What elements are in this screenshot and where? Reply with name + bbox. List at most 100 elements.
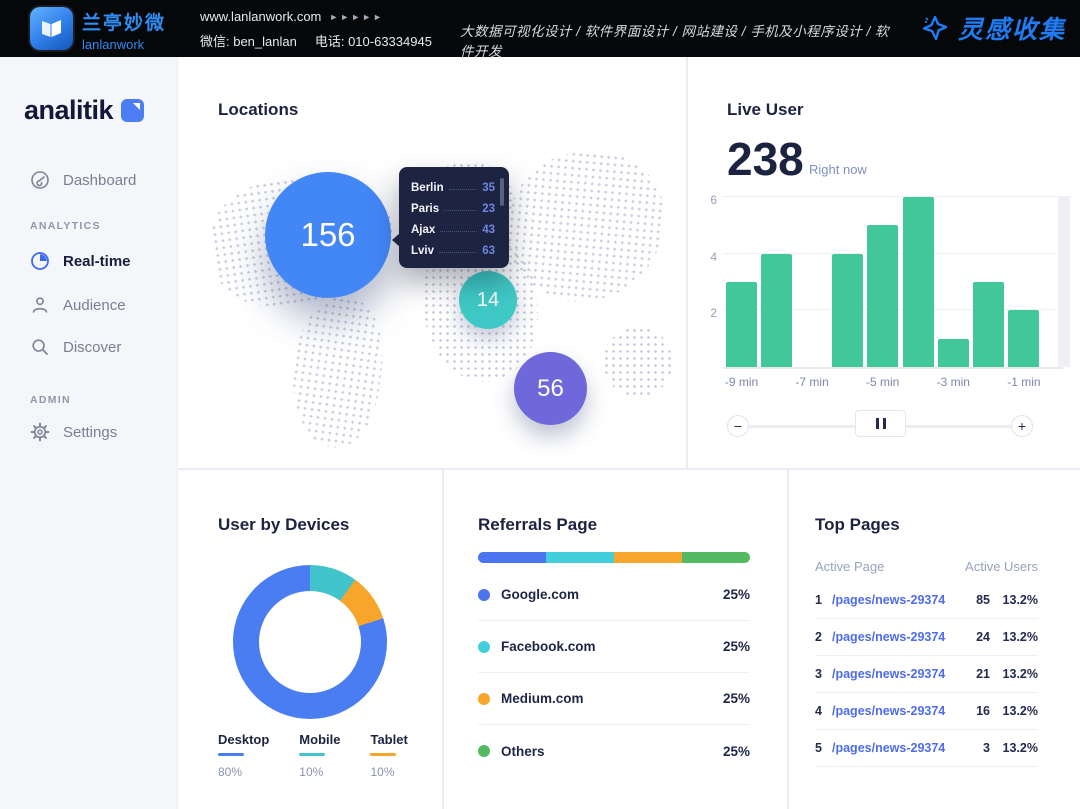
tooltip-city: Ajax (411, 223, 436, 236)
stacked-bar-segment (682, 552, 750, 563)
sidebar-item-dashboard[interactable]: Dashboard (30, 165, 136, 195)
live-user-plot (723, 196, 1073, 369)
x-axis-labels: -9 min -7 min -5 min -3 min -1 min (723, 375, 1063, 391)
tooltip-value: 43 (482, 223, 495, 236)
panel-title: Referrals Page (478, 515, 598, 534)
page-link[interactable]: /pages/news-29374 (832, 741, 946, 755)
sidebar-item-label: Real-time (63, 252, 131, 270)
divider (442, 470, 444, 809)
tooltip-scrollbar-thumb[interactable] (500, 178, 504, 206)
stacked-bar-segment (546, 552, 614, 563)
sidebar-item-label: Discover (63, 338, 122, 356)
person-icon (32, 297, 48, 313)
tooltip-value: 63 (482, 244, 495, 257)
bar (761, 253, 793, 367)
dotted-leader (448, 189, 478, 190)
referral-percent: 25% (722, 639, 750, 654)
zoom-out-button[interactable]: − (727, 415, 749, 437)
page-link[interactable]: /pages/news-29374 (832, 593, 946, 607)
top-pages-panel: Top Pages Active Page Active Users 1/pag… (788, 470, 1080, 809)
bubble-value: 56 (537, 374, 564, 402)
stacked-bar-segment (614, 552, 682, 563)
collect-label: 灵感收集 (957, 16, 1066, 44)
y-tick-label: 6 (710, 193, 717, 207)
wechat-text: 微信: ben_lanlan (200, 34, 297, 49)
tooltip-row: Berlin 35 (411, 177, 495, 198)
legend-percent: 10% (299, 765, 324, 779)
live-user-count: 238 (727, 133, 804, 185)
dotted-leader (439, 252, 478, 253)
referrals-panel: Referrals Page Google.com 25% Facebook.com… (443, 470, 788, 809)
gauge-icon (31, 171, 49, 189)
referral-row: Facebook.com 25% (478, 621, 750, 673)
tooltip-city: Berlin (411, 181, 444, 194)
pause-icon (875, 418, 879, 429)
gear-icon (30, 422, 50, 442)
panel-title: Live User (727, 100, 804, 119)
sidebar-item-label: Settings (63, 423, 118, 441)
sidebar: analitik Dashboard ANALYTICS Real-time A… (0, 57, 178, 809)
sidebar-item-discover[interactable]: Discover (30, 332, 121, 362)
active-users-value: 85 (976, 593, 990, 607)
row-rank: 1 (815, 593, 822, 607)
tooltip-rows: Berlin 35 Paris 23 Ajax 43 Lviv 63 (411, 177, 495, 261)
dotted-leader (440, 231, 478, 232)
row-rank: 3 (815, 667, 822, 681)
referrals-list: Google.com 25% Facebook.com 25% Medium.com 25… (478, 569, 750, 777)
page-link[interactable]: /pages/news-29374 (832, 704, 946, 718)
map-bubble-medium[interactable]: 14 (459, 271, 517, 329)
legend-label: Mobile (299, 732, 341, 747)
bar (726, 282, 757, 367)
referral-percent: 25% (722, 587, 750, 602)
main-content: Locations 156 14 56 Berlin 35 Paris 23 Ajax 4… (178, 57, 1080, 809)
legend-color-bar (299, 753, 326, 756)
x-tick-label: -1 min (1007, 375, 1041, 389)
section-label-analytics: ANALYTICS (30, 220, 101, 232)
locations-panel: Locations 156 14 56 Berlin 35 Paris 23 Ajax 4… (178, 57, 687, 468)
sidebar-item-audience[interactable]: Audience (30, 290, 126, 320)
active-users-value: 16 (976, 704, 990, 718)
page-link[interactable]: /pages/news-29374 (832, 630, 946, 644)
top-banner: 兰亭妙微 lanlanwork www.lanlanwork.com ►►►►►… (0, 0, 1080, 59)
referral-row: Medium.com 25% (478, 673, 750, 725)
book-logo-icon (30, 7, 73, 50)
table-header: Active Page Active Users (815, 559, 1038, 574)
pause-button[interactable] (855, 410, 906, 437)
brand-text: 兰亭妙微 lanlanwork (82, 8, 166, 52)
app-logo-text: analitik (24, 95, 114, 125)
map-bubble-small[interactable]: 56 (514, 352, 587, 425)
x-tick-label: -3 min (936, 375, 970, 389)
dotted-leader (444, 210, 478, 211)
pause-icon (882, 418, 886, 429)
live-user-caption: Right now (809, 162, 867, 177)
legend-color-bar (218, 753, 244, 756)
bar (973, 282, 1005, 367)
panel-title: User by Devices (218, 515, 350, 534)
tooltip-city: Lviv (411, 244, 435, 257)
website-text: www.lanlanwork.com (200, 9, 322, 24)
phone-text: 电话: 010-63334945 (314, 34, 432, 49)
tooltip-value: 23 (482, 202, 495, 215)
bar (831, 253, 863, 367)
upcoming-bar-placeholder (1058, 197, 1070, 367)
tooltip-row: Lviv 63 (411, 240, 495, 261)
divider (686, 57, 688, 468)
live-user-panel: Live User 238 Right now 2 4 6 -9 min -7 min… (687, 57, 1080, 468)
legend-item: Tablet 10% (370, 732, 408, 779)
sidebar-item-settings[interactable]: Settings (30, 417, 117, 447)
x-tick-label: -5 min (866, 375, 900, 389)
table-row: 1/pages/news-29374 85 13.2% (815, 582, 1038, 619)
referral-percent: 25% (722, 691, 750, 706)
page-link[interactable]: /pages/news-29374 (832, 667, 946, 681)
sidebar-item-real-time[interactable]: Real-time (30, 246, 131, 276)
zoom-in-button[interactable]: + (1011, 415, 1033, 437)
legend-percent: 10% (370, 765, 395, 779)
sidebar-item-label: Dashboard (63, 171, 137, 189)
map-bubble-large[interactable]: 156 (265, 172, 391, 298)
column-header-active-page: Active Page (815, 559, 885, 574)
tooltip-row: Ajax 43 (411, 219, 495, 240)
active-users-percent: 13.2% (1002, 741, 1038, 755)
legend-item: Desktop 80% (218, 732, 269, 779)
collect-inspiration-button[interactable]: 灵感收集 (920, 10, 1066, 46)
